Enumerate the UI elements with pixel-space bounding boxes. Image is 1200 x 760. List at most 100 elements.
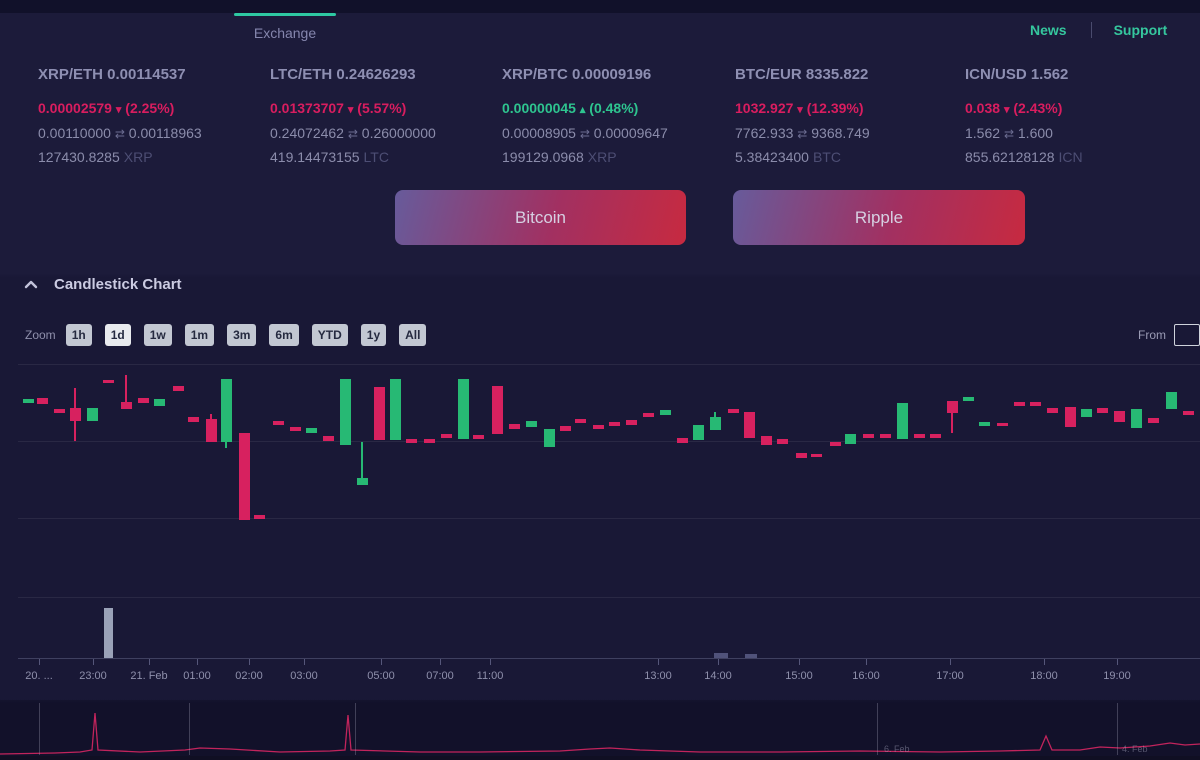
candle: [272, 421, 284, 425]
ticker-low: 0.00008905: [502, 125, 580, 141]
candle: [405, 439, 417, 443]
candle-wick: [225, 379, 227, 448]
zoom-button-1d[interactable]: 1d: [104, 324, 131, 346]
arrow-down-icon: ▾: [797, 104, 803, 116]
candle: [36, 398, 48, 404]
x-axis-tick: [1044, 659, 1045, 665]
ticker-xrp-btc[interactable]: XRP/BTC 0.00009196 0.00000045 ▴ (0.48%) 0.…: [502, 66, 730, 165]
candle: [978, 422, 990, 426]
tab-exchange-label: Exchange: [253, 25, 317, 41]
x-axis-label: 15:00: [785, 670, 813, 682]
zoom-button-1h[interactable]: 1h: [65, 324, 92, 346]
navigator-gridline: [1117, 703, 1118, 755]
ticker-volume: 419.14473155 LTC: [270, 149, 498, 165]
candle: [187, 417, 199, 422]
zoom-button-1y[interactable]: 1y: [360, 324, 387, 346]
ticker-change: 0.00002579 ▾ (2.25%): [38, 100, 266, 116]
nav-support-link[interactable]: Support: [1113, 22, 1168, 38]
ticker-ltc-eth[interactable]: LTC/ETH 0.24626293 0.01373707 ▾ (5.57%) 0.…: [270, 66, 498, 165]
bitcoin-button[interactable]: Bitcoin: [395, 190, 686, 245]
x-axis-label: 13:00: [644, 670, 672, 682]
candle-wick: [74, 388, 76, 441]
candle: [205, 419, 217, 442]
ticker-volume-value: 5.38423400: [735, 149, 809, 165]
arrow-up-icon: ▴: [579, 104, 586, 116]
navigator-date-label: 6. Feb: [884, 744, 910, 754]
from-date-input[interactable]: [1174, 324, 1200, 346]
zoom-button-ytd[interactable]: YTD: [311, 324, 348, 346]
candle: [373, 387, 385, 440]
x-axis-label: 07:00: [426, 670, 454, 682]
x-axis-tick: [950, 659, 951, 665]
range-arrows-icon: ⇄: [797, 127, 808, 141]
x-axis-tick: [39, 659, 40, 665]
tab-exchange[interactable]: Exchange: [234, 13, 336, 43]
ticker-volume: 199129.0968 XRP: [502, 149, 730, 165]
candle: [659, 410, 671, 415]
chart-gridline: [18, 518, 1200, 519]
candle-wick: [951, 401, 953, 433]
candle: [879, 434, 891, 438]
chart-gridline: [18, 364, 1200, 365]
x-axis-label: 21. Feb: [130, 670, 168, 682]
zoom-button-3m[interactable]: 3m: [227, 324, 257, 346]
ticker-xrp-eth[interactable]: XRP/ETH 0.00114537 0.00002579 ▾ (2.25%) 0.…: [38, 66, 266, 165]
candle: [508, 424, 520, 429]
zoom-button-1w[interactable]: 1w: [143, 324, 172, 346]
candle: [592, 425, 604, 429]
ticker-icn-usd[interactable]: ICN/USD 1.562 0.038 ▾ (2.43%) 1.562 ⇄ 1.60…: [965, 66, 1193, 165]
candle: [810, 454, 822, 457]
x-axis-tick: [658, 659, 659, 665]
ticker-high: 0.00009647: [589, 125, 668, 141]
candle: [1046, 408, 1058, 413]
candle: [625, 420, 637, 425]
candle: [153, 399, 165, 406]
candle: [389, 379, 401, 440]
navigator-date-label: 4. Feb: [1122, 744, 1148, 754]
candle: [289, 427, 301, 431]
x-axis-tick: [197, 659, 198, 665]
candle: [1113, 411, 1125, 422]
ticker-volume-value: 199129.0968: [502, 149, 584, 165]
tab-active-indicator: [234, 13, 336, 16]
ticker-change-value: 0.00002579: [38, 100, 116, 116]
candle: [1130, 409, 1142, 428]
candle: [86, 408, 98, 421]
top-strip: [0, 0, 1200, 13]
navigator-line: [0, 712, 1200, 755]
range-arrows-icon: ⇄: [114, 127, 125, 141]
navigator[interactable]: 6. Feb 4. Feb: [0, 700, 1200, 756]
ticker-high: 0.00118963: [124, 125, 202, 141]
candle: [896, 403, 908, 439]
ticker-high: 9368.749: [807, 125, 870, 141]
zoom-button-6m[interactable]: 6m: [269, 324, 299, 346]
zoom-button-1m[interactable]: 1m: [184, 324, 215, 346]
x-axis-label: 17:00: [936, 670, 964, 682]
candle: [760, 436, 772, 445]
x-axis-tick: [381, 659, 382, 665]
navigator-gridline: [877, 703, 878, 755]
x-axis-tick: [93, 659, 94, 665]
ticker-change-value: 1032.927: [735, 100, 798, 116]
volume-bar: [714, 653, 728, 658]
candle: [220, 379, 232, 442]
x-axis-tick: [1117, 659, 1118, 665]
ticker-volume-value: 127430.8285: [38, 149, 120, 165]
candle: [69, 408, 81, 421]
navigator-gridline: [39, 703, 40, 755]
ticker-change-percent: (2.43%): [1009, 100, 1063, 116]
zoom-button-all[interactable]: All: [399, 324, 427, 346]
from-label: From: [1138, 328, 1166, 342]
candle: [253, 515, 265, 519]
candle: [913, 434, 925, 438]
chevron-up-icon[interactable]: [24, 280, 38, 289]
candle: [844, 434, 856, 444]
ticker-change: 1032.927 ▾ (12.39%): [735, 100, 963, 116]
x-axis-tick: [304, 659, 305, 665]
ripple-button[interactable]: Ripple: [733, 190, 1025, 245]
x-axis-label: 18:00: [1030, 670, 1058, 682]
arrow-down-icon: ▾: [347, 104, 354, 116]
nav-news-link[interactable]: News: [1030, 22, 1067, 38]
ticker-change-value: 0.038: [965, 100, 1004, 116]
ticker-btc-eur[interactable]: BTC/EUR 8335.822 1032.927 ▾ (12.39%) 7762.…: [735, 66, 963, 165]
